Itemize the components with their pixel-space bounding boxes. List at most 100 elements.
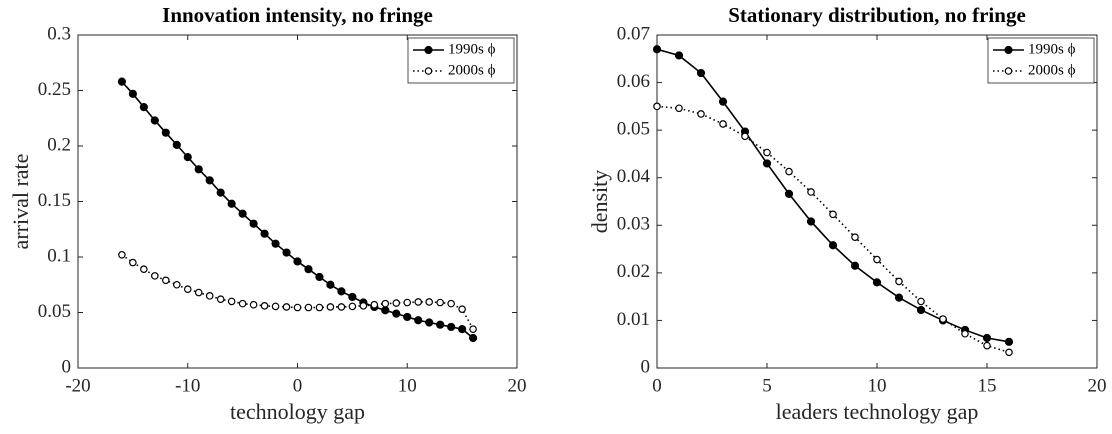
data-point bbox=[150, 116, 159, 125]
data-point bbox=[205, 176, 214, 185]
data-point bbox=[696, 68, 706, 78]
y-tick-label: 0.03 bbox=[617, 214, 650, 235]
data-point bbox=[359, 302, 368, 310]
data-point bbox=[337, 303, 346, 311]
data-point bbox=[828, 241, 838, 250]
data-point bbox=[762, 159, 772, 168]
data-point bbox=[763, 148, 771, 157]
y-tick-label: 0.07 bbox=[617, 23, 650, 44]
data-point bbox=[172, 280, 181, 289]
data-point bbox=[271, 302, 280, 311]
data-point bbox=[271, 239, 280, 248]
data-point bbox=[436, 298, 444, 307]
data-point bbox=[425, 318, 434, 327]
y-tick-label: 0.01 bbox=[617, 309, 650, 330]
data-point bbox=[348, 302, 357, 311]
data-point bbox=[326, 303, 335, 311]
data-point bbox=[282, 303, 291, 311]
x-axis-label: leaders technology gap bbox=[776, 399, 979, 424]
x-tick-label: 5 bbox=[762, 375, 772, 396]
data-point bbox=[447, 322, 456, 332]
series-line bbox=[656, 105, 1010, 354]
data-point bbox=[829, 210, 837, 219]
data-point bbox=[216, 295, 225, 303]
data-point bbox=[469, 333, 478, 343]
x-tick-label: 15 bbox=[978, 375, 997, 396]
data-point bbox=[282, 248, 291, 257]
data-point bbox=[249, 219, 258, 228]
data-point bbox=[806, 217, 816, 226]
y-tick-label: 0.04 bbox=[617, 166, 651, 187]
data-point bbox=[741, 132, 749, 141]
data-point bbox=[653, 102, 661, 111]
data-point bbox=[117, 77, 127, 86]
data-point bbox=[982, 333, 992, 343]
chart-title: Innovation intensity, no fringe bbox=[162, 3, 433, 27]
data-point bbox=[392, 299, 401, 307]
y-tick-label: 0.06 bbox=[617, 71, 650, 92]
x-tick-label: -20 bbox=[65, 375, 90, 396]
data-point bbox=[162, 276, 170, 285]
data-point bbox=[370, 300, 379, 309]
data-point bbox=[326, 280, 335, 289]
data-point bbox=[238, 299, 247, 308]
series-line bbox=[656, 48, 1010, 343]
data-point bbox=[260, 229, 269, 238]
y-tick-label: 0.05 bbox=[617, 119, 650, 140]
y-tick-label: 0.1 bbox=[47, 245, 71, 266]
data-point bbox=[425, 298, 434, 306]
data-point bbox=[983, 341, 991, 350]
data-point bbox=[381, 306, 390, 315]
data-point bbox=[850, 261, 860, 270]
data-point bbox=[894, 293, 904, 302]
data-point bbox=[436, 320, 445, 329]
y-axis-label: density bbox=[587, 170, 612, 234]
data-point bbox=[458, 325, 467, 334]
x-tick-label: 20 bbox=[1088, 375, 1107, 396]
axes-box bbox=[656, 34, 1098, 369]
data-point bbox=[652, 45, 662, 54]
legend-marker bbox=[424, 45, 433, 55]
data-point bbox=[161, 128, 170, 137]
data-point bbox=[238, 209, 247, 218]
data-point bbox=[304, 265, 313, 274]
y-tick-label: 0.02 bbox=[617, 261, 650, 282]
data-point bbox=[304, 303, 313, 312]
data-point bbox=[674, 51, 684, 60]
legend-marker bbox=[1004, 45, 1013, 55]
data-point bbox=[293, 257, 302, 266]
data-point bbox=[315, 303, 324, 312]
data-point bbox=[128, 89, 137, 98]
data-point bbox=[315, 272, 324, 282]
data-point bbox=[939, 315, 947, 323]
data-point bbox=[140, 265, 148, 274]
y-tick-label: 0.05 bbox=[38, 301, 71, 322]
data-point bbox=[381, 299, 390, 308]
x-tick-label: -10 bbox=[175, 375, 200, 396]
x-tick-label: 10 bbox=[398, 375, 417, 396]
data-point bbox=[873, 255, 881, 264]
data-point bbox=[227, 199, 236, 208]
data-point bbox=[718, 97, 728, 106]
data-point bbox=[139, 103, 148, 112]
data-point bbox=[807, 188, 815, 196]
y-tick-label: 0.15 bbox=[38, 190, 71, 211]
data-point bbox=[872, 278, 882, 287]
x-tick-label: 0 bbox=[652, 375, 662, 396]
data-point bbox=[227, 297, 236, 306]
y-tick-label: 0.3 bbox=[47, 23, 71, 44]
data-point bbox=[785, 167, 793, 176]
data-point bbox=[917, 297, 925, 306]
data-point bbox=[469, 325, 477, 333]
data-point bbox=[895, 277, 903, 286]
data-point bbox=[129, 258, 137, 267]
data-point bbox=[675, 104, 683, 113]
data-point bbox=[183, 153, 192, 162]
data-point bbox=[1004, 337, 1014, 346]
data-point bbox=[403, 312, 412, 322]
y-tick-label: 0.25 bbox=[38, 79, 71, 100]
y-tick-label: 0 bbox=[641, 356, 651, 377]
data-point bbox=[458, 305, 466, 313]
data-point bbox=[348, 292, 357, 302]
data-point bbox=[414, 316, 423, 325]
